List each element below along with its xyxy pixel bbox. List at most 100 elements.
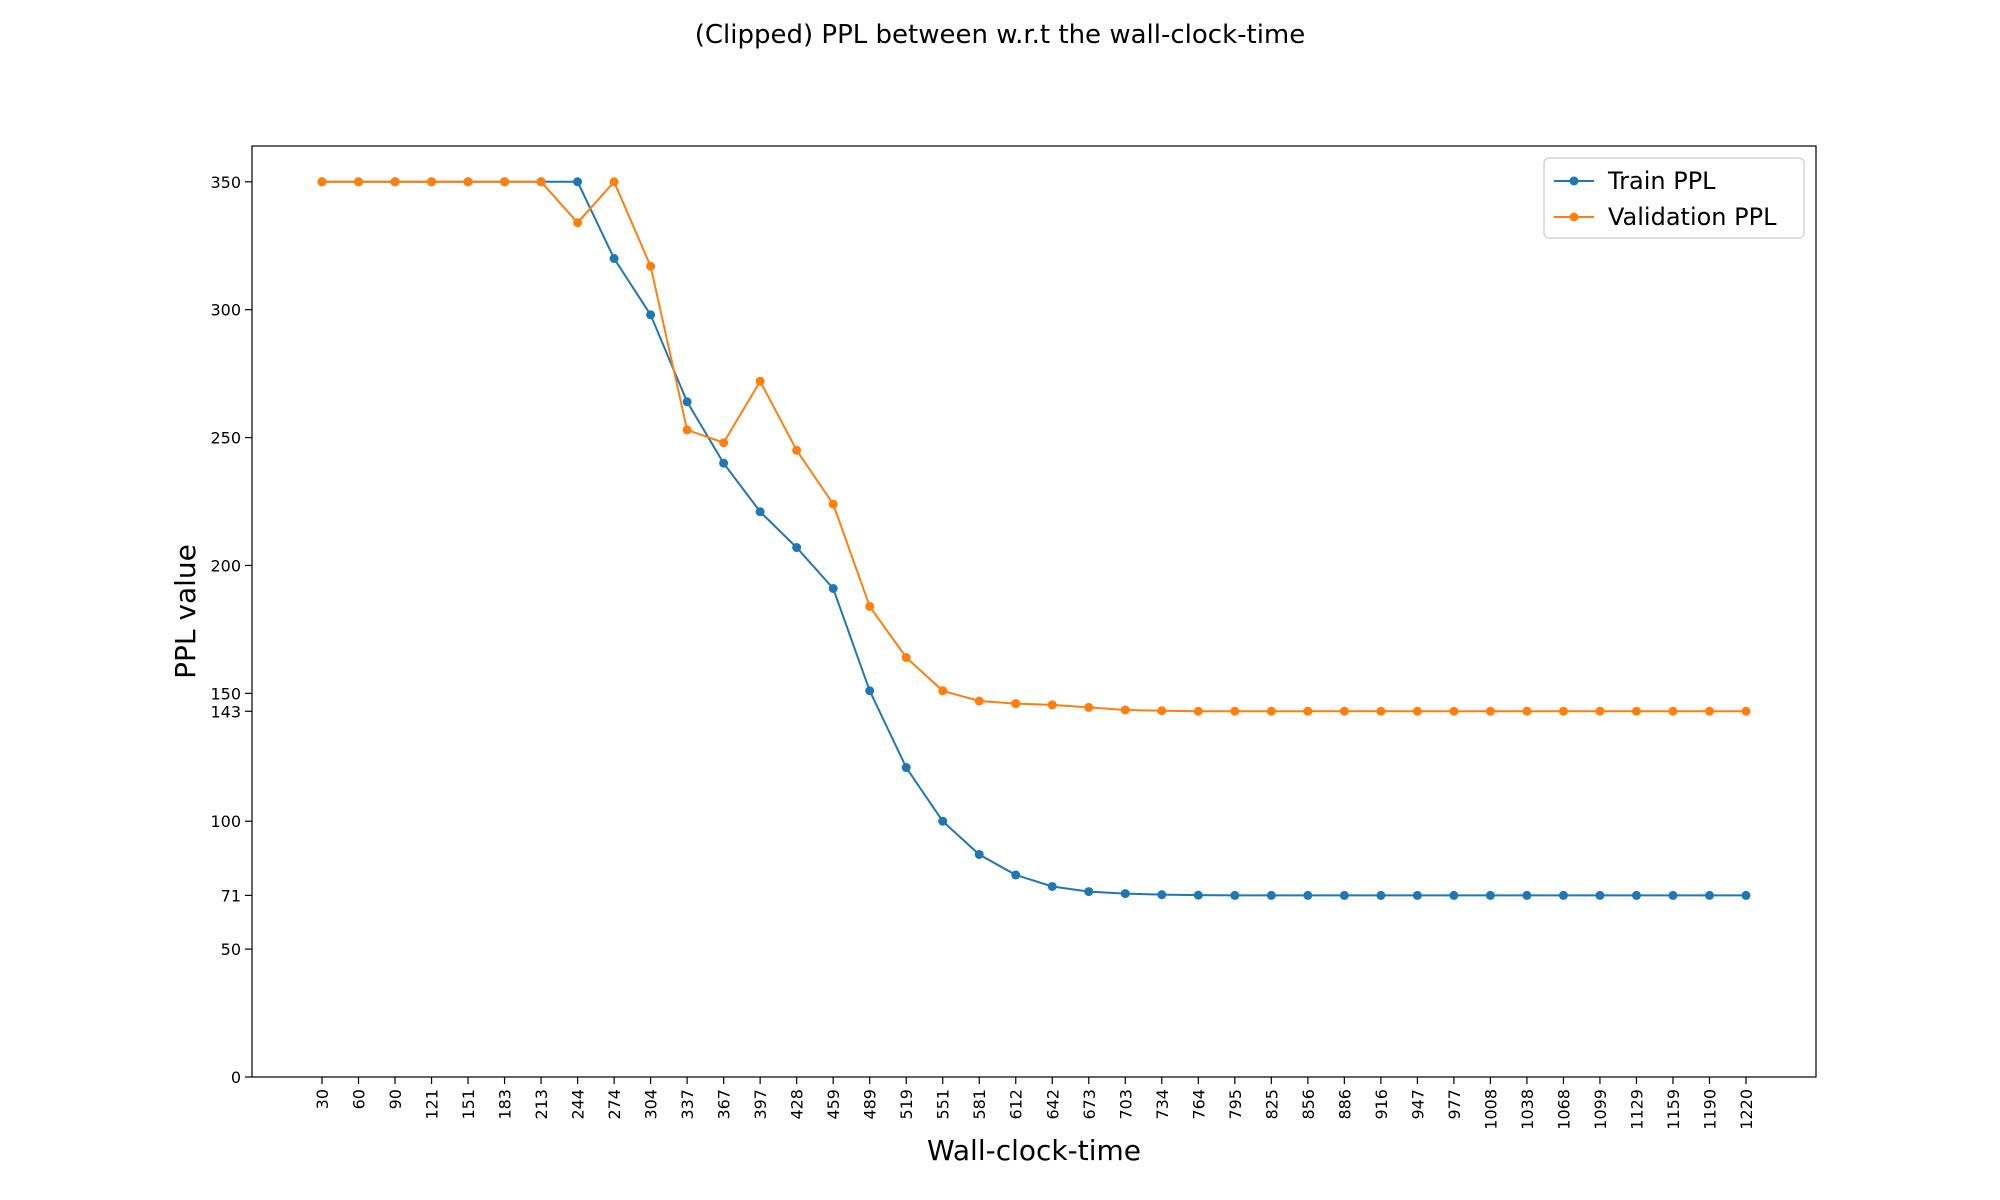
data-point-validation <box>536 177 546 187</box>
x-tick-label: 856 <box>1299 1089 1318 1120</box>
data-point-train <box>1558 890 1568 900</box>
data-point-validation <box>1047 700 1057 710</box>
data-point-validation <box>1230 706 1240 716</box>
data-point-train <box>755 507 765 517</box>
x-tick-label: 673 <box>1080 1089 1099 1120</box>
x-tick-label: 213 <box>532 1089 551 1120</box>
data-point-train <box>901 763 911 773</box>
x-tick-label: 121 <box>423 1089 442 1120</box>
series-line-validation <box>322 179 1746 713</box>
data-point-validation <box>427 177 437 187</box>
data-point-validation <box>1558 706 1568 716</box>
y-axis-label: PPL value <box>169 544 202 679</box>
data-point-train <box>1449 890 1459 900</box>
x-tick-label: 30 <box>313 1089 332 1109</box>
data-point-validation <box>609 177 619 187</box>
data-point-train <box>1193 890 1203 900</box>
x-tick-label: 551 <box>934 1089 953 1120</box>
series-train <box>317 177 1751 900</box>
x-tick-label: 581 <box>970 1089 989 1120</box>
data-point-validation <box>1011 699 1021 709</box>
y-tick-label: 250 <box>210 429 241 448</box>
data-point-train <box>1741 890 1751 900</box>
data-point-train <box>1339 890 1349 900</box>
data-point-validation <box>974 696 984 706</box>
data-point-validation <box>1485 706 1495 716</box>
plot-area-frame <box>251 145 1817 1078</box>
series-validation <box>317 177 1751 716</box>
data-point-train <box>682 397 692 407</box>
data-point-validation <box>719 438 729 448</box>
x-tick-label: 183 <box>496 1089 515 1120</box>
x-tick-label: 886 <box>1335 1089 1354 1120</box>
x-tick-label: 1190 <box>1700 1089 1719 1130</box>
data-point-train <box>828 583 838 593</box>
x-tick-label: 642 <box>1043 1089 1062 1120</box>
x-tick-label: 764 <box>1189 1089 1208 1120</box>
y-tick-label: 100 <box>210 812 241 831</box>
data-point-validation <box>682 425 692 435</box>
y-tick-label: 350 <box>210 173 241 192</box>
x-tick-label: 60 <box>350 1089 369 1109</box>
data-point-validation <box>828 499 838 509</box>
data-point-validation <box>1084 702 1094 712</box>
data-point-train <box>1266 890 1276 900</box>
series-line-train <box>322 180 1746 897</box>
data-point-train <box>1157 890 1167 900</box>
x-tick-label: 977 <box>1445 1089 1464 1120</box>
y-tick-label: 300 <box>210 301 241 320</box>
x-tick-label: 612 <box>1007 1089 1026 1120</box>
data-point-validation <box>646 261 656 271</box>
data-point-validation <box>1193 706 1203 716</box>
data-point-validation <box>1266 706 1276 716</box>
x-tick-label: 1129 <box>1627 1089 1646 1130</box>
data-point-validation <box>1412 706 1422 716</box>
y-tick-label: 50 <box>221 940 241 959</box>
data-point-validation <box>1449 706 1459 716</box>
data-point-train <box>1412 890 1422 900</box>
data-point-train <box>1084 887 1094 897</box>
x-tick-label: 428 <box>788 1089 807 1120</box>
data-point-train <box>573 177 583 187</box>
legend-label-train: Train PPL <box>1607 167 1716 195</box>
data-point-validation <box>1303 706 1313 716</box>
data-point-train <box>609 254 619 264</box>
x-tick-label: 367 <box>715 1089 734 1120</box>
data-point-validation <box>1120 705 1130 715</box>
data-point-validation <box>573 218 583 228</box>
data-point-train <box>1011 870 1021 880</box>
data-point-validation <box>500 177 510 187</box>
legend-box <box>1543 157 1805 239</box>
data-point-validation <box>317 177 327 187</box>
data-point-validation <box>1704 706 1714 716</box>
data-point-validation <box>1668 706 1678 716</box>
y-tick-label: 150 <box>210 684 241 703</box>
data-point-train <box>865 686 875 696</box>
x-tick-label: 337 <box>678 1089 697 1120</box>
data-point-validation <box>390 177 400 187</box>
x-tick-label: 489 <box>861 1089 880 1120</box>
x-tick-label: 244 <box>569 1089 588 1120</box>
x-tick-label: 1038 <box>1518 1089 1537 1130</box>
x-tick-label: 459 <box>824 1089 843 1120</box>
legend-label-validation: Validation PPL <box>1608 203 1777 231</box>
data-point-validation <box>1339 706 1349 716</box>
data-point-train <box>1704 890 1714 900</box>
x-tick-label: 1159 <box>1664 1089 1683 1130</box>
data-point-train <box>1120 889 1130 899</box>
x-tick-label: 795 <box>1226 1089 1245 1120</box>
y-tick-label: 143 <box>210 702 241 721</box>
x-tick-label: 1008 <box>1481 1089 1500 1130</box>
data-point-validation <box>938 686 948 696</box>
data-point-train <box>1047 881 1057 891</box>
data-point-train <box>719 458 729 468</box>
x-axis-label: Wall-clock-time <box>927 1134 1141 1167</box>
data-point-validation <box>1376 706 1386 716</box>
series-layer <box>317 177 1751 900</box>
legend: Train PPL Validation PPL <box>1543 157 1805 239</box>
data-point-train <box>938 816 948 826</box>
data-point-validation <box>1157 706 1167 716</box>
data-point-train <box>1230 890 1240 900</box>
x-tick-label: 1099 <box>1591 1089 1610 1130</box>
